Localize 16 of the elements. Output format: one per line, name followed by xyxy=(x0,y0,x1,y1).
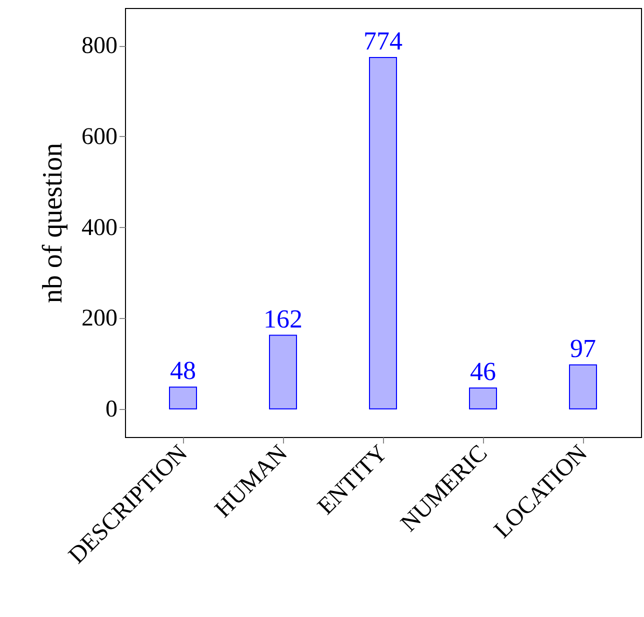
data-label: 774 xyxy=(364,26,402,56)
y-tick-label: 400 xyxy=(82,214,118,241)
bar xyxy=(469,387,497,410)
y-tick-label: 0 xyxy=(106,396,118,422)
y-tick-label: 200 xyxy=(82,306,118,332)
bar xyxy=(269,334,297,410)
y-tick-label: 800 xyxy=(82,33,118,60)
data-label: 48 xyxy=(170,356,196,386)
bar xyxy=(569,364,597,410)
y-tick-label: 600 xyxy=(82,124,118,150)
bar xyxy=(169,386,197,410)
y-axis-title: nb of question xyxy=(38,142,68,304)
data-label: 46 xyxy=(470,356,496,386)
data-label: 97 xyxy=(570,334,596,363)
data-label: 162 xyxy=(264,304,302,334)
bar xyxy=(369,56,397,410)
